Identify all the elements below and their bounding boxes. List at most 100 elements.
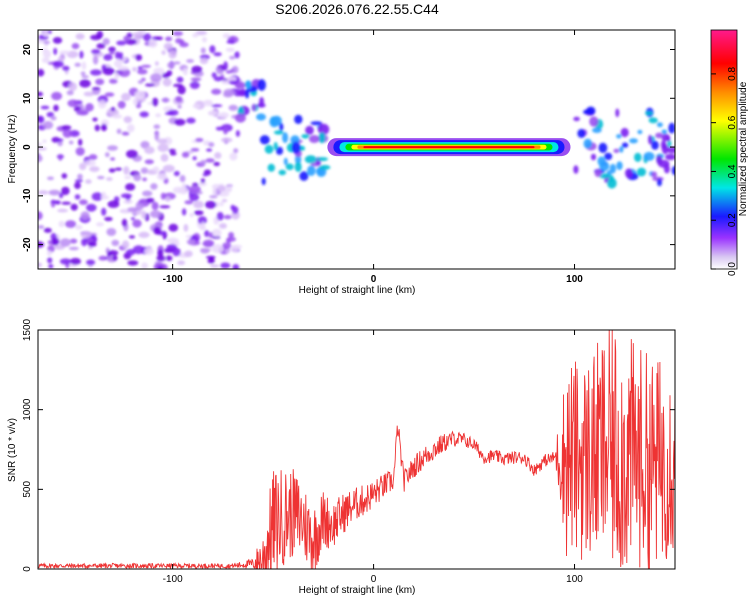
noise-blob (95, 222, 105, 227)
noise-blob (38, 68, 45, 77)
noise-blob (207, 110, 218, 116)
noise-blob (144, 247, 154, 255)
noise-blob (58, 220, 65, 228)
noise-blob (218, 112, 230, 119)
noise-blob (181, 182, 186, 192)
noise-blob (176, 76, 184, 83)
noise-blob (132, 219, 142, 228)
noise-blob (61, 125, 72, 130)
noise-blob (197, 216, 207, 225)
cluster-blob (299, 171, 309, 181)
noise-blob (150, 73, 162, 82)
noise-blob (186, 59, 195, 63)
cluster-blob (301, 134, 310, 139)
noise-blob (57, 140, 63, 147)
cluster-blob (304, 155, 317, 164)
noise-blob (162, 72, 170, 79)
cluster-blob (634, 152, 642, 162)
noise-blob (221, 199, 228, 203)
noise-blob (81, 75, 89, 79)
noise-blob (109, 78, 118, 84)
noise-blob (200, 47, 206, 54)
cluster-blob (273, 130, 284, 135)
noise-blob (141, 262, 148, 269)
noise-blob (51, 237, 60, 246)
noise-blob (47, 257, 53, 264)
noise-blob (59, 50, 71, 55)
noise-blob (91, 192, 104, 201)
cluster-blob (619, 146, 624, 153)
noise-blob (73, 106, 82, 112)
noise-blob (116, 128, 122, 134)
cluster-blob (613, 148, 620, 153)
noise-blob (161, 97, 170, 103)
noise-blob (192, 156, 197, 161)
cluster-blob (317, 123, 330, 135)
noise-blob (172, 61, 181, 65)
noise-blob (59, 258, 72, 265)
noise-blob (142, 190, 153, 197)
noise-blob (70, 257, 81, 265)
colorbar: 0.0 0.2 0.4 0.6 0.8 Normalized spectral ampl… (710, 29, 749, 276)
cluster-blob (648, 117, 658, 124)
cluster-blob (278, 169, 287, 176)
cluster-blob (657, 178, 662, 187)
noise-blob (211, 72, 217, 78)
noise-blob (156, 138, 168, 144)
cluster-blob (573, 116, 580, 122)
noise-blob (84, 160, 96, 167)
cluster-blob (592, 127, 602, 133)
noise-blob (74, 194, 81, 200)
noise-blob (121, 218, 128, 227)
cluster-blob (637, 129, 643, 135)
noise-blob (192, 182, 199, 187)
noise-blob (48, 264, 54, 269)
noise-blob (175, 96, 183, 103)
noise-blob (211, 104, 223, 108)
noise-blob (38, 211, 43, 221)
noise-blob (221, 80, 231, 85)
noise-blob (202, 36, 207, 43)
y-tick-label: 500 (22, 481, 33, 498)
noise-blob (146, 197, 155, 204)
noise-blob (192, 103, 201, 109)
noise-blob (225, 47, 235, 52)
noise-blob (189, 193, 200, 202)
noise-blob (141, 77, 146, 82)
noise-blob (118, 68, 131, 77)
snr-ylabel: SNR (10 * v/v) (7, 418, 18, 482)
noise-blob (123, 116, 132, 124)
cluster-blob (598, 142, 608, 153)
noise-blob (203, 101, 214, 107)
noise-blob (142, 177, 148, 182)
cluster-blob (599, 173, 610, 179)
y-tick-label: 10 (22, 92, 33, 104)
noise-blob (62, 65, 70, 71)
noise-blob (165, 36, 173, 42)
noise-blob (161, 50, 166, 55)
noise-blob (75, 179, 83, 183)
noise-blob (121, 208, 129, 213)
noise-blob (192, 33, 199, 38)
cluster-blob (305, 125, 314, 135)
noise-blob (130, 217, 135, 221)
noise-blob (169, 151, 177, 156)
noise-blob (134, 90, 146, 100)
cluster-blob (318, 132, 326, 144)
noise-blob (108, 46, 116, 53)
noise-blob (42, 139, 47, 143)
noise-blob (152, 97, 159, 107)
noise-blob (125, 183, 136, 191)
noise-blob (177, 85, 186, 95)
noise-blob (92, 117, 98, 122)
y-tick-label: 20 (22, 44, 33, 56)
noise-blob (70, 238, 78, 244)
noise-blob (133, 174, 142, 182)
noise-blob (53, 104, 59, 112)
noise-blob (208, 232, 214, 238)
noise-blob (38, 262, 42, 268)
noise-blob (153, 81, 160, 86)
noise-blob (38, 147, 47, 151)
colorbar-tick-label: 0.8 (727, 67, 738, 81)
